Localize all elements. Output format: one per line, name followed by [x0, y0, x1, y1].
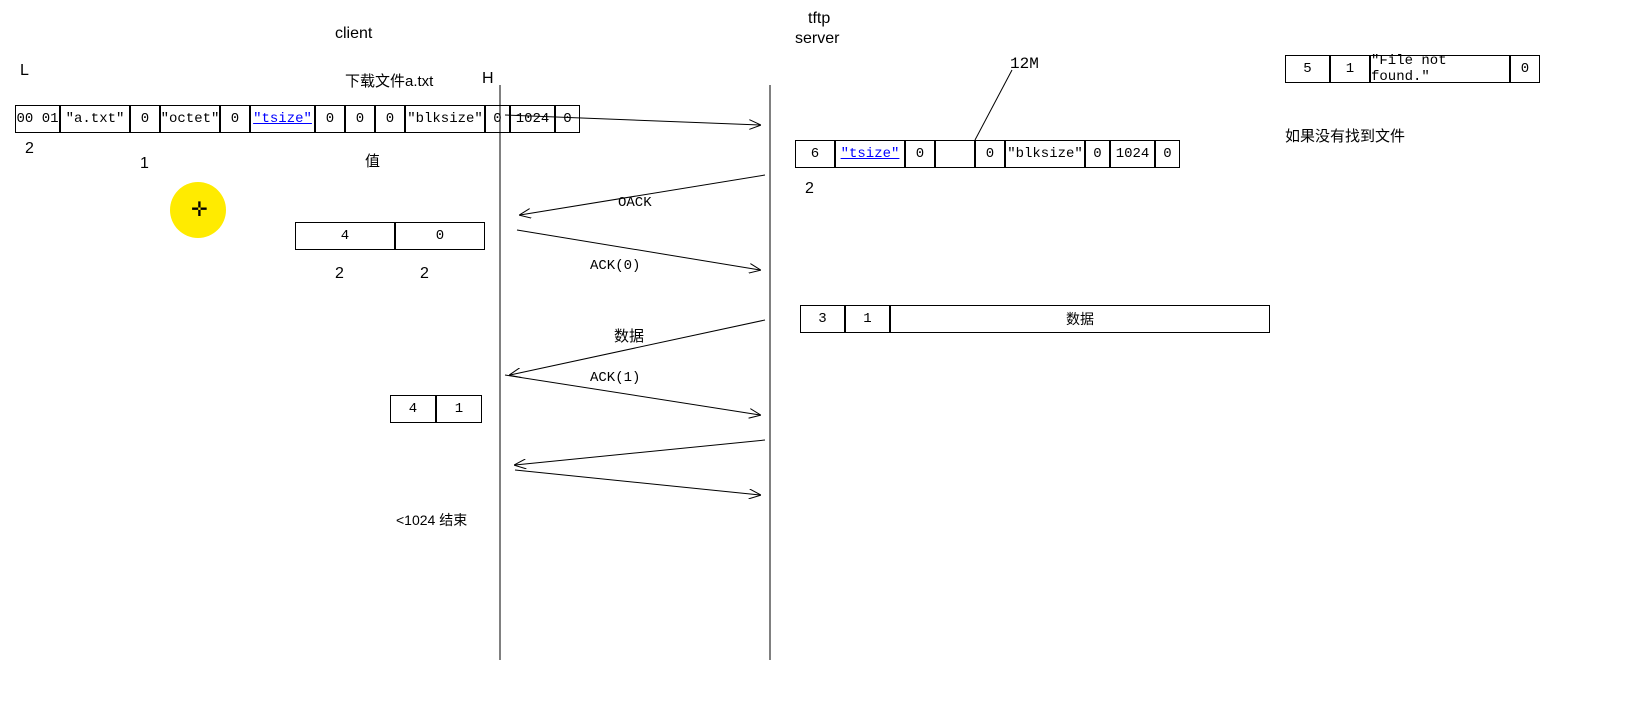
- diagram-lines: [0, 0, 1636, 708]
